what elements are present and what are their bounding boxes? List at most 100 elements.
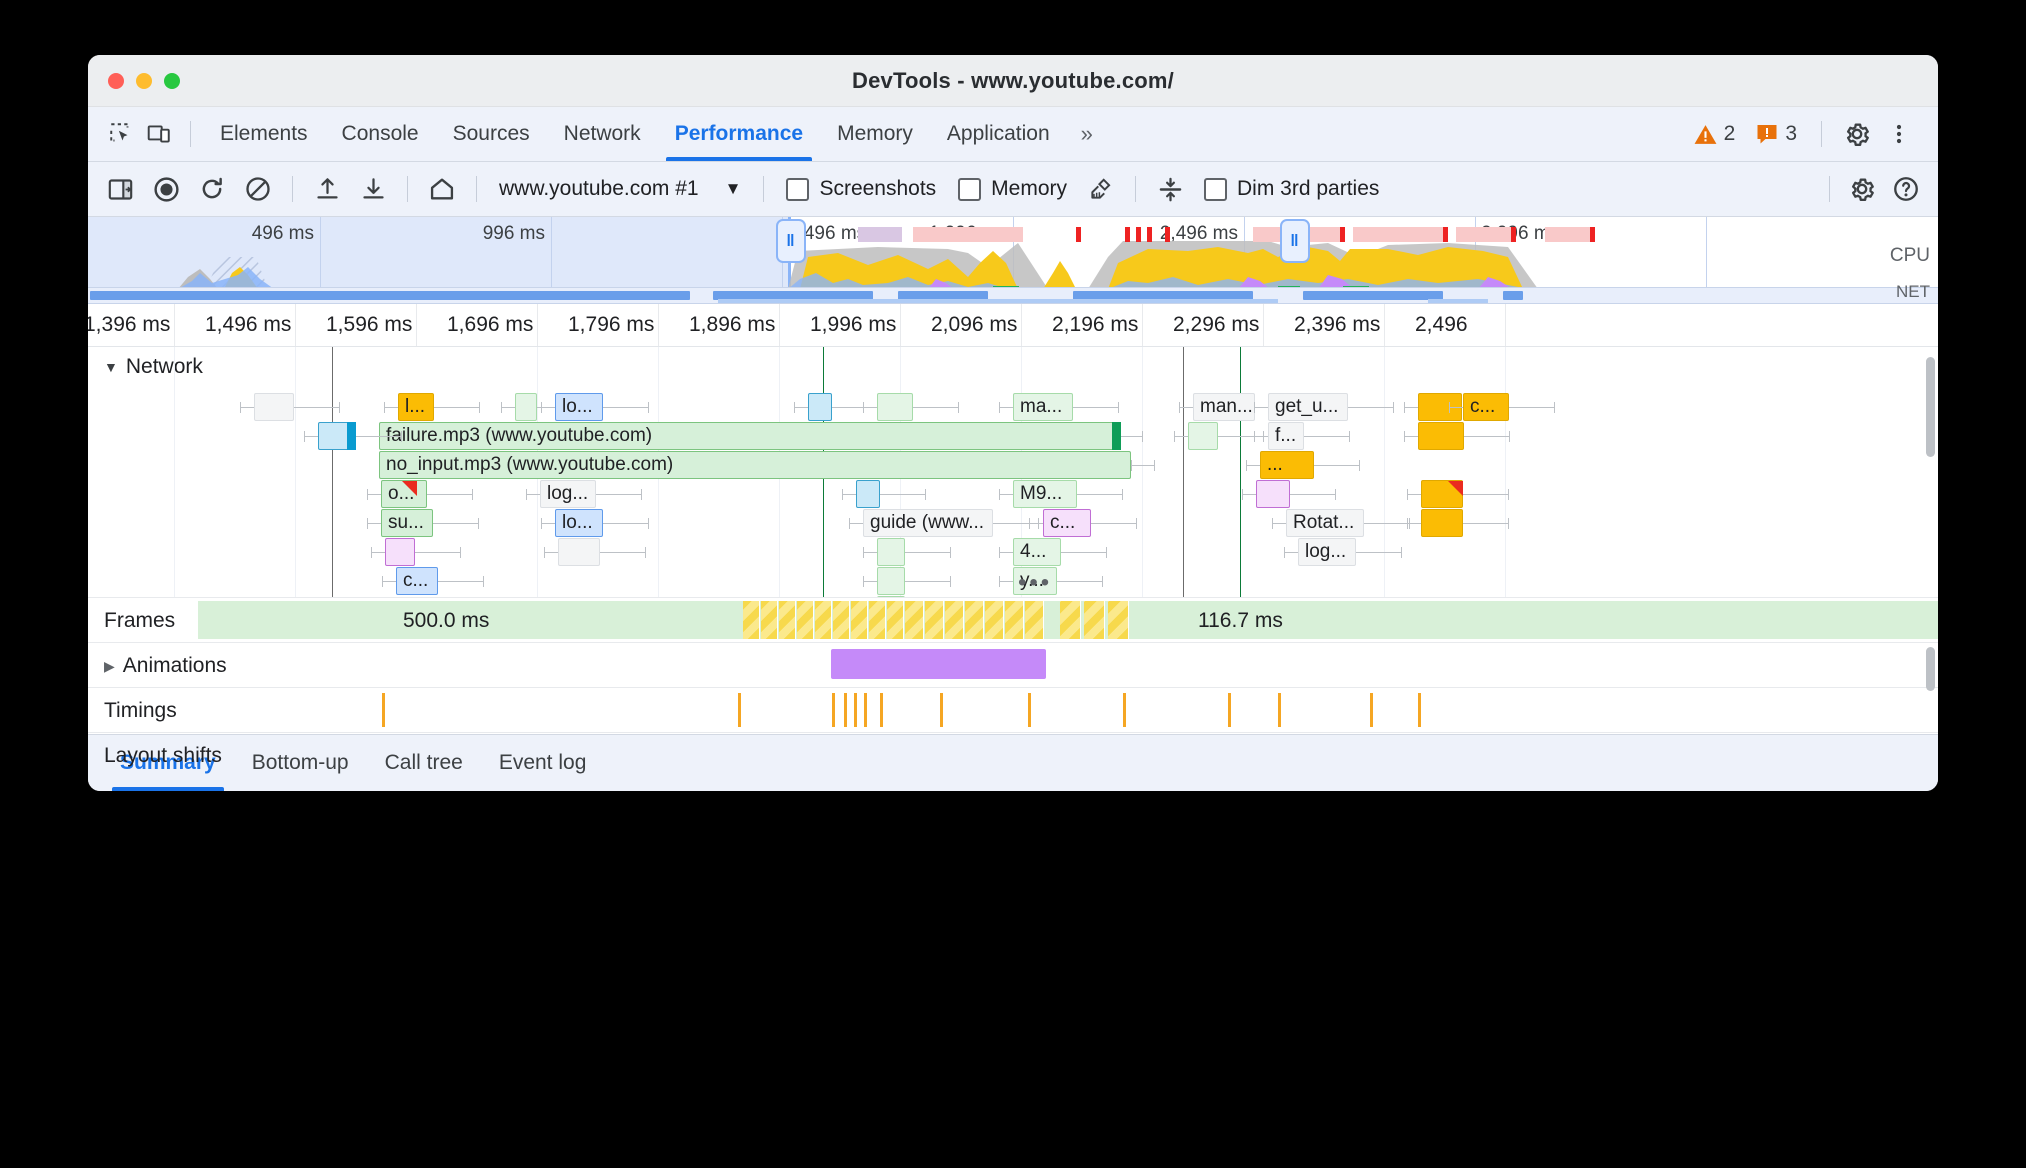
network-request-bar[interactable]: c... [1463,393,1509,421]
tab-performance[interactable]: Performance [658,107,820,161]
tab-network[interactable]: Network [563,122,641,145]
overview-long-task-mark [1340,227,1345,242]
network-request-bar[interactable]: Rotat... [1286,509,1364,537]
request-cap [1448,481,1463,496]
perf-settings-gear-icon[interactable] [1840,169,1884,209]
network-request-bar[interactable] [877,393,913,421]
network-request-bar[interactable]: no_input.mp3 (www.youtube.com) [379,451,1131,479]
network-request-bar[interactable]: c... [396,567,438,595]
network-request-bar[interactable] [515,393,537,421]
network-request-label: guide (www... [870,512,985,533]
network-request-bar[interactable] [877,567,905,595]
trace-select-value: www.youtube.com #1 [499,177,699,200]
network-request-bar[interactable]: l... [398,393,434,421]
network-request-bar[interactable]: 4... [1013,538,1061,566]
network-request-bar[interactable]: guide (www... [863,509,993,537]
window-close-button[interactable] [108,73,124,89]
timeline-ruler[interactable]: 1,396 ms 1,496 ms 1,596 ms 1,696 ms 1,79… [88,304,1938,347]
tab-sources[interactable]: Sources [452,122,530,145]
network-request-label: ... [1267,454,1283,475]
network-request-bar[interactable]: failure.mp3 (www.youtube.com) [379,422,1119,450]
broom-icon[interactable] [1079,169,1123,209]
ruler-tick-1896: 1,896 ms [689,313,776,336]
network-request-bar[interactable]: get_u... [1268,393,1348,421]
request-whisker [1131,460,1155,471]
timings-track[interactable]: Timings [88,687,1938,732]
kebab-menu-icon[interactable] [1880,115,1918,153]
network-request-bar[interactable] [254,393,294,421]
animations-track-header[interactable]: ▶ Animations [104,654,227,678]
network-request-bar[interactable] [1421,509,1463,537]
overview-task-band [913,227,1023,242]
network-request-bar[interactable]: log... [540,480,596,508]
network-group-header[interactable]: ▼ Network [88,347,1938,379]
overview-right-handle[interactable]: ‖ [1280,219,1310,263]
network-request-bar[interactable] [558,538,600,566]
request-whisker [371,547,461,558]
tabbar-divider [190,121,191,147]
tab-elements[interactable]: Elements [220,122,308,145]
network-request-bar[interactable]: lo... [555,393,603,421]
overview-left-handle[interactable]: ‖ [776,219,806,263]
network-request-bar[interactable]: c... [1043,509,1091,537]
tracks-scrollbar[interactable] [1926,647,1935,691]
download-arrow-icon[interactable] [351,169,395,209]
window-maximize-button[interactable] [164,73,180,89]
chevron-right-icon[interactable]: ▶ [104,657,115,674]
network-request-bar[interactable]: y... [1013,567,1057,595]
trace-select[interactable]: www.youtube.com #1 ▼ [489,177,751,201]
tab-event-log[interactable]: Event log [498,751,587,774]
network-request-bar[interactable] [385,538,415,566]
memory-checkbox[interactable]: Memory [948,177,1077,201]
question-mark-icon[interactable] [1884,169,1928,209]
network-request-bar[interactable] [1256,480,1290,508]
network-request-bar[interactable]: su... [381,509,433,537]
clear-slash-icon[interactable] [236,169,280,209]
network-request-bar[interactable] [1188,422,1218,450]
device-toolbar-icon[interactable] [140,115,178,153]
network-request-bar[interactable]: ma... [1013,393,1073,421]
tab-bottom-up[interactable]: Bottom-up [251,751,349,774]
network-request-bar[interactable] [856,480,880,508]
network-request-bar[interactable] [877,538,905,566]
request-whisker [863,576,951,587]
inspect-element-icon[interactable] [102,115,140,153]
network-request-bar[interactable]: man... [1193,393,1255,421]
network-request-bar[interactable]: log... [1298,538,1356,566]
reload-icon[interactable] [190,169,234,209]
chevron-down-icon[interactable]: ▼ [104,359,118,375]
settings-gear-icon[interactable] [1838,115,1876,153]
dim-3rd-parties-checkbox[interactable]: Dim 3rd parties [1194,177,1389,201]
timeline-overview[interactable]: 496 ms 996 ms 1,496 ms 1,996 ms 2,496 ms… [88,217,1938,304]
tab-console[interactable]: Console [341,122,419,145]
network-overflow-ellipsis[interactable]: ••• [1018,569,1053,596]
animations-track[interactable]: ▶ Animations [88,642,1938,687]
collapse-vertical-icon[interactable] [1148,169,1192,209]
window-minimize-button[interactable] [136,73,152,89]
record-circle-icon[interactable] [144,169,188,209]
tab-memory[interactable]: Memory [837,122,913,145]
network-request-bar[interactable]: M9... [1013,480,1077,508]
network-request-bar[interactable]: ... [1260,451,1314,479]
network-request-bar[interactable]: f... [1268,422,1304,450]
screenshots-checkbox[interactable]: Screenshots [776,177,946,201]
tab-application[interactable]: Application [946,122,1050,145]
network-request-bar[interactable]: lo... [555,509,603,537]
network-scrollbar[interactable] [1926,357,1935,457]
home-icon[interactable] [420,169,464,209]
network-request-label: su... [388,512,424,533]
error-bubble-icon [1757,125,1777,144]
tab-summary[interactable]: Summary [102,735,234,791]
upload-arrow-icon[interactable] [305,169,349,209]
errors-badge[interactable]: 3 [1747,122,1805,146]
network-request-bar[interactable] [877,596,905,597]
frames-track[interactable]: Frames 500.0 ms 116.7 ms [88,597,1938,642]
network-request-bar[interactable] [1418,422,1464,450]
network-request-bar[interactable] [808,393,832,421]
animation-bar[interactable] [831,649,1046,679]
warnings-badge[interactable]: 2 [1685,122,1744,147]
sidebar-icon[interactable] [98,169,142,209]
memory-checkbox-box [958,177,982,201]
more-tabs-icon[interactable]: » [1080,121,1093,146]
tab-call-tree[interactable]: Call tree [384,751,463,774]
